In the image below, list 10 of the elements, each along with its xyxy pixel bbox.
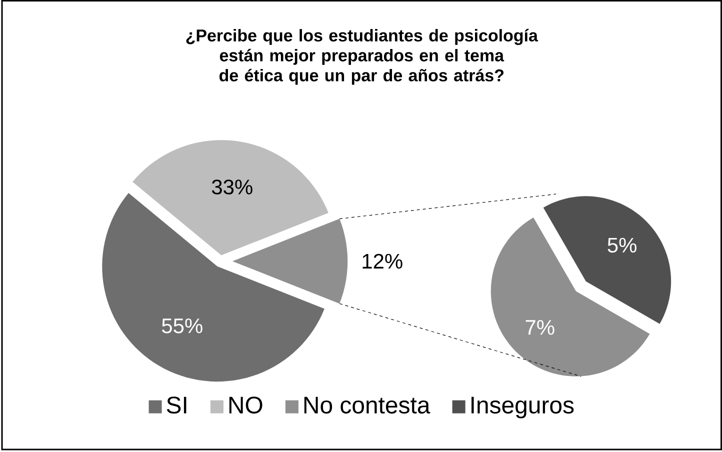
chart-title: ¿Percibe que los estudiantes de psicología están mejor preparados en el tema de ética que un par de años atrás?: [186, 29, 538, 86]
legend-label: SI: [166, 396, 186, 414]
data-label: 55%: [162, 318, 202, 334]
legend-label: NO: [229, 396, 262, 414]
legend-label: No contesta: [304, 397, 430, 414]
data-label: 7%: [526, 320, 554, 335]
data-label: 5%: [608, 238, 636, 253]
data-label: 33%: [212, 180, 252, 195]
legend-label: Inseguros: [472, 397, 574, 419]
data-label: 12%: [362, 254, 402, 269]
